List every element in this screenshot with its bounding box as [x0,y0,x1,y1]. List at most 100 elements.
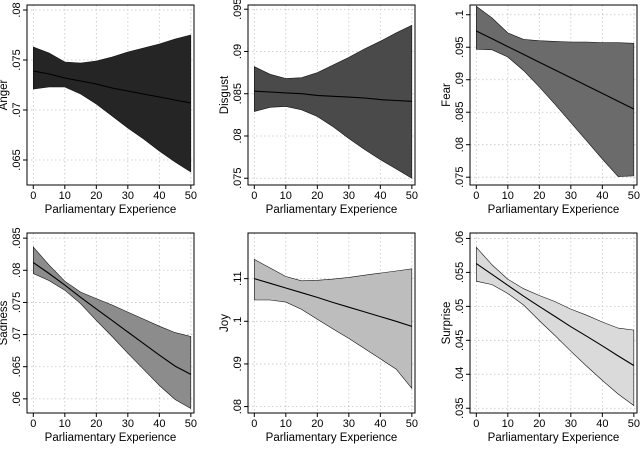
confidence-band-fear [475,5,635,177]
y-tick-label: .11 [232,271,244,285]
y-tick-label: .08 [11,2,23,17]
x-axis-title: Parliamentary Experience [45,204,177,216]
chart-anger: 0 10 20 30 40 50 .065 .07 .075 .08 Parliamentary E… [0,2,197,216]
y-axis-title: Sadness [0,300,10,345]
x-tick-label: 40 [153,190,165,202]
x-tick-label: 0 [251,190,257,202]
chart-joy: 0 10 20 30 40 50 .08 .09 .1 .11 Parliamentary Expe… [219,232,418,444]
x-tick-label: 40 [596,190,608,202]
x-tick-label: 10 [280,418,292,430]
y-tick-label: .1 [454,10,466,19]
x-tick-label: 20 [533,190,545,202]
y-tick-label: .08 [232,128,244,143]
chart-sadness: 0 10 20 30 40 50 .06 .065 .07 .075 .08 .085 Parliame… [0,227,197,444]
y-tick-label: .08 [232,399,244,414]
y-tick-label: .08 [11,263,23,278]
y-tick-label: .04 [454,367,466,382]
plot-frame-anger [26,4,195,186]
x-tick-label: 10 [280,190,292,202]
y-tick-label: .06 [11,391,23,406]
x-tick-label: 30 [565,190,577,202]
x-axis-title: Parliamentary Experience [45,432,177,444]
x-axis-title: Parliamentary Experience [488,432,620,444]
chart-fear: 0 10 20 30 40 50 .075 .08 .085 .09 .095 .1 Parliamen… [441,4,640,216]
x-tick-label: 20 [90,418,102,430]
x-tick-label: 30 [343,190,355,202]
y-tick-label: .075 [454,166,466,187]
y-tick-label: .095 [454,36,466,57]
y-tick-label: .085 [232,83,244,104]
x-axis-title: Parliamentary Experience [266,432,398,444]
y-tick-label: .045 [454,330,466,351]
prediction-line-surprise [475,263,635,366]
x-tick-label: 40 [596,418,608,430]
y-tick-label: .08 [454,137,466,152]
y-tick-label: .065 [11,149,23,170]
plot-frame-sadness [26,232,195,414]
x-tick-label: 0 [473,418,479,430]
y-tick-label: .075 [232,167,244,188]
x-tick-label: 40 [153,418,165,430]
y-tick-label: .07 [11,102,23,117]
prediction-line-sadness [32,262,192,375]
y-axis-title: Anger [0,79,10,110]
y-tick-label: .09 [232,44,244,59]
x-tick-label: 10 [59,418,71,430]
x-tick-label: 0 [251,418,257,430]
x-tick-label: 50 [185,190,197,202]
confidence-band-joy [254,258,413,390]
x-tick-label: 20 [311,418,323,430]
prediction-line-disgust [254,90,412,102]
confidence-band-anger [32,34,192,173]
y-axis-title: Surprise [441,302,453,345]
plot-frame-disgust [247,4,416,186]
y-tick-label: .065 [11,356,23,377]
y-tick-label: .085 [11,227,23,248]
x-tick-label: 50 [628,418,640,430]
confidence-band-surprise [475,246,635,407]
confidence-band-disgust [254,24,413,179]
y-tick-label: .035 [454,397,466,418]
x-axis-title: Parliamentary Experience [266,204,398,216]
x-tick-label: 30 [122,190,134,202]
y-tick-label: .1 [232,317,244,326]
x-tick-label: 40 [374,190,386,202]
x-tick-label: 10 [502,418,514,430]
y-tick-label: .05 [454,299,466,314]
plot-frame-joy [247,232,416,414]
x-tick-label: 20 [90,190,102,202]
x-tick-label: 50 [628,190,640,202]
chart-disgust: 0 10 20 30 40 50 .075 .08 .085 .09 .095 Parliamenta… [219,0,418,216]
confidence-band-sadness [32,246,192,410]
prediction-line-anger [33,70,191,104]
x-tick-label: 50 [406,418,418,430]
y-axis-title: Disgust [219,75,231,114]
x-tick-label: 50 [185,418,197,430]
x-tick-label: 0 [473,190,479,202]
y-tick-label: .06 [454,231,466,246]
chart-surprise: 0 10 20 30 40 50 .035 .04 .045 .05 .055 .06 Parliame… [441,231,640,444]
y-axis-title: Joy [219,314,231,332]
y-tick-label: .095 [232,0,244,20]
plot-frame-fear [469,4,638,186]
x-tick-label: 30 [343,418,355,430]
x-tick-label: 0 [30,418,36,430]
y-tick-label: .07 [11,327,23,342]
x-tick-label: 30 [122,418,134,430]
x-axis-title: Parliamentary Experience [488,204,620,216]
x-tick-label: 40 [374,418,386,430]
x-tick-label: 0 [30,190,36,202]
x-tick-label: 20 [533,418,545,430]
prediction-line-joy [254,278,412,327]
y-tick-label: .055 [454,262,466,283]
x-tick-label: 10 [59,190,71,202]
plot-frame-surprise [469,232,638,414]
prediction-line-fear [476,30,635,110]
y-axis-title: Fear [441,83,453,107]
y-tick-label: .085 [454,101,466,122]
y-tick-label: .09 [232,356,244,371]
y-tick-label: .075 [11,49,23,70]
x-tick-label: 50 [406,190,418,202]
y-tick-label: .09 [454,72,466,87]
